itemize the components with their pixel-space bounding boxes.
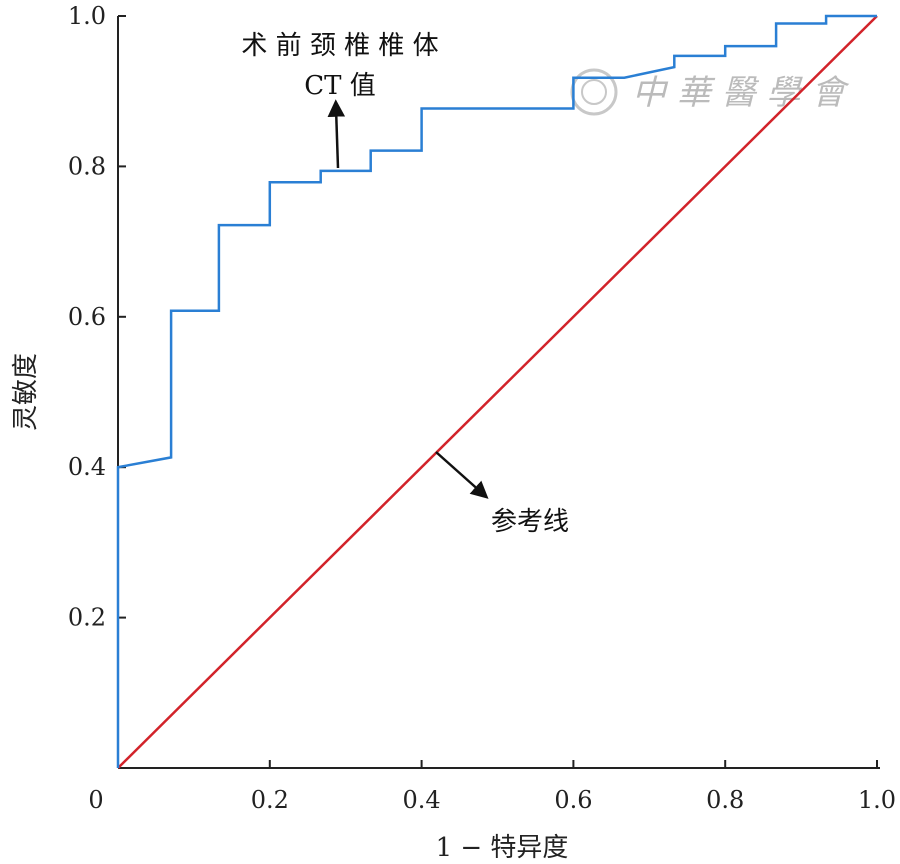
y-tick-label: 0.6 (68, 303, 106, 331)
x-tick-label: 0.2 (251, 786, 289, 814)
annotation-roc-line2: CT 值 (304, 71, 376, 101)
x-tick-label: 0.4 (403, 786, 441, 814)
y-tick-label: 0.8 (68, 152, 106, 180)
x-tick-label: 0 (88, 786, 103, 814)
y-ticks: 0.2 0.4 0.6 0.8 1.0 (68, 2, 126, 632)
x-tick-label: 0.8 (706, 786, 744, 814)
roc-curve (116, 14, 877, 768)
annotation-reference-label: 参考线 (491, 507, 569, 537)
annotation-reference: 参考线 (435, 451, 569, 537)
annotation-reference-arrow (435, 451, 489, 499)
x-tick-label: 1.0 (858, 786, 896, 814)
y-tick-label: 0.4 (68, 453, 106, 481)
watermark-text: 中 華 醫 學 會 (632, 73, 850, 113)
annotation-roc-line1: 术 前 颈 椎 椎 体 (241, 31, 438, 61)
watermark-seal-inner (581, 79, 607, 105)
x-tick-label: 0.6 (554, 786, 592, 814)
annotation-roc-arrow (327, 99, 346, 169)
x-ticks: 0 0.2 0.4 0.6 0.8 1.0 (88, 760, 896, 814)
y-tick-label: 1.0 (68, 2, 106, 30)
watermark-seal-icon (570, 68, 618, 116)
reference-line (117, 15, 878, 769)
y-tick-label: 0.2 (68, 604, 106, 632)
annotation-roc: 术 前 颈 椎 椎 体 CT 值 (241, 31, 439, 169)
y-axis-title: 灵敏度 (11, 353, 41, 431)
x-axis-title: 1 − 特异度 (436, 833, 569, 863)
